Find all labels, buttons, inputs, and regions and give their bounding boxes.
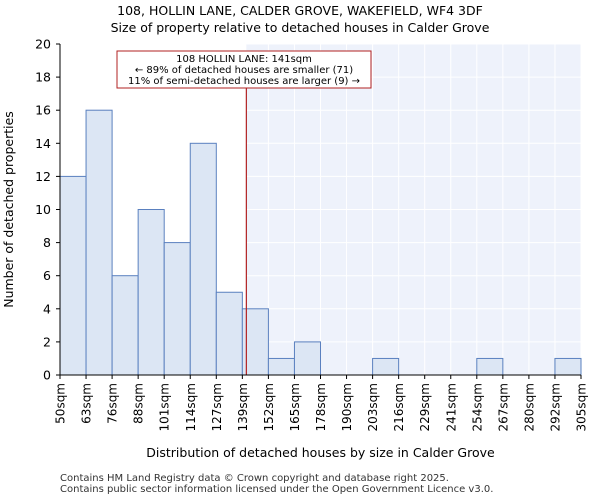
y-tick-label: 10	[35, 202, 51, 217]
bar	[372, 357, 400, 376]
x-tick-label: 267sqm	[496, 383, 510, 431]
x-tick-label: 165sqm	[288, 383, 302, 431]
bar	[267, 357, 295, 376]
x-tick-label: 305sqm	[575, 383, 589, 431]
annotation-larger: 11% of semi-detached houses are larger (…	[128, 76, 360, 87]
footer-licence: Contains public sector information licen…	[60, 484, 494, 495]
y-tick-label: 0	[43, 368, 51, 383]
y-tick-label: 4	[43, 301, 51, 316]
annotation-box	[116, 50, 372, 89]
bar	[476, 357, 504, 376]
annotation-smaller: ← 89% of detached houses are smaller (71…	[135, 65, 353, 76]
y-tick-label: 2	[43, 334, 51, 349]
x-tick-label: 101sqm	[158, 383, 172, 431]
y-axis-title: Number of detached properties	[1, 111, 16, 308]
bar	[163, 242, 191, 376]
x-tick-label: 178sqm	[314, 383, 328, 431]
y-tick-label: 6	[43, 268, 51, 283]
histogram-chart: 0 2 4 6 8 10 12 14 16 18 20 50sqm 63sqm 76sqm 88sqm 101…	[1, 37, 589, 461]
x-tick-label: 280sqm	[522, 383, 536, 431]
bar	[215, 291, 243, 376]
bar	[137, 209, 165, 376]
bar	[554, 357, 582, 376]
x-tick-label: 216sqm	[392, 383, 406, 431]
chart-title: 108, HOLLIN LANE, CALDER GROVE, WAKEFIEL…	[117, 3, 483, 18]
y-tick-label: 18	[35, 70, 51, 85]
x-tick-label: 76sqm	[106, 383, 120, 424]
x-tick-label: 203sqm	[366, 383, 380, 431]
x-tick-label: 229sqm	[418, 383, 432, 431]
x-tick-label: 63sqm	[80, 383, 94, 424]
y-tick-label: 20	[35, 37, 51, 52]
x-tick-label: 190sqm	[340, 383, 354, 431]
y-tick-label: 16	[35, 103, 51, 118]
x-tick-label: 88sqm	[132, 383, 146, 424]
x-tick-label: 292sqm	[548, 383, 562, 431]
x-tick-label: 50sqm	[54, 383, 68, 424]
footer-copyright: Contains HM Land Registry data © Crown c…	[60, 473, 449, 484]
chart-subtitle: Size of property relative to detached ho…	[110, 20, 490, 35]
bar	[189, 142, 217, 376]
x-tick-label: 241sqm	[444, 383, 458, 431]
x-tick-label: 139sqm	[236, 383, 250, 431]
x-axis-title: Distribution of detached houses by size …	[146, 445, 495, 460]
x-tick-label: 152sqm	[262, 383, 276, 431]
x-tick-label: 127sqm	[210, 383, 224, 431]
y-tick-label: 14	[35, 136, 51, 151]
bar	[293, 341, 322, 376]
x-tick-label: 114sqm	[184, 383, 198, 431]
bar	[85, 109, 113, 376]
x-tick-label: 254sqm	[470, 383, 484, 431]
bar	[59, 175, 87, 376]
annotation-title: 108 HOLLIN LANE: 141sqm	[176, 54, 312, 65]
bar	[111, 275, 139, 376]
y-tick-label: 8	[43, 235, 51, 250]
y-tick-label: 12	[35, 169, 51, 184]
